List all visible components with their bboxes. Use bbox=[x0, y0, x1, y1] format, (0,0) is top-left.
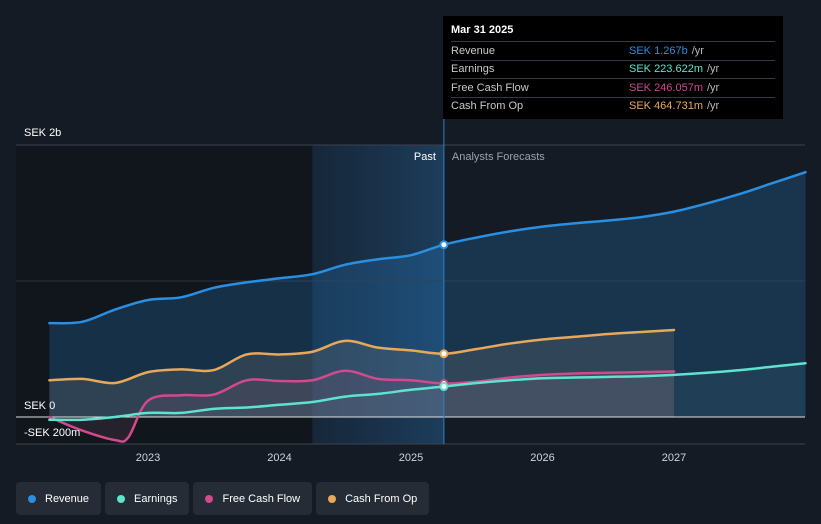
x-tick-label: 2025 bbox=[399, 452, 423, 464]
tooltip-label: Free Cash Flow bbox=[451, 81, 529, 94]
tooltip-unit: /yr bbox=[707, 100, 720, 113]
forecast-label: Analysts Forecasts bbox=[452, 151, 545, 163]
tooltip-label: Revenue bbox=[451, 44, 496, 57]
x-tick-label: 2024 bbox=[267, 452, 291, 464]
x-tick-label: 2023 bbox=[136, 452, 160, 464]
tooltip-row-earnings: Earnings SEK 223.622m /yr bbox=[451, 59, 775, 79]
legend-label: Free Cash Flow bbox=[222, 492, 301, 505]
tooltip-value: SEK 1.267b bbox=[629, 44, 688, 57]
legend-item-free-cash-flow[interactable]: Free Cash Flow bbox=[193, 482, 313, 515]
tooltip-value: SEK 223.622m bbox=[629, 63, 703, 76]
tooltip-row-cash-from-op: Cash From Op SEK 464.731m /yr bbox=[451, 96, 775, 116]
legend-dot-icon bbox=[328, 494, 337, 503]
legend-label: Revenue bbox=[45, 492, 90, 505]
tooltip-label: Earnings bbox=[451, 63, 495, 76]
tooltip-row-free-cash-flow: Free Cash Flow SEK 246.057m /yr bbox=[451, 78, 775, 97]
legend-item-cash-from-op[interactable]: Cash From Op bbox=[316, 482, 430, 515]
y-axis-label: SEK 0 bbox=[24, 400, 55, 412]
tooltip-row-revenue: Revenue SEK 1.267b /yr bbox=[451, 41, 775, 60]
tooltip-unit: /yr bbox=[691, 44, 704, 57]
area-revenue bbox=[49, 172, 806, 417]
x-tick-label: 2026 bbox=[530, 452, 554, 464]
marker-cash-from-op bbox=[439, 349, 449, 359]
tooltip-value: SEK 246.057m bbox=[629, 81, 703, 94]
legend-item-revenue[interactable]: Revenue bbox=[16, 482, 102, 515]
legend-item-earnings[interactable]: Earnings bbox=[105, 482, 190, 515]
tooltip: Mar 31 2025 Revenue SEK 1.267b /yr Earni… bbox=[443, 16, 783, 119]
tooltip-date: Mar 31 2025 bbox=[451, 24, 514, 36]
marker-earnings bbox=[439, 382, 449, 392]
tooltip-unit: /yr bbox=[707, 63, 720, 76]
tooltip-unit: /yr bbox=[707, 81, 720, 94]
legend-dot-icon bbox=[28, 494, 36, 503]
tooltip-label: Cash From Op bbox=[451, 100, 524, 113]
legend-dot-icon bbox=[205, 494, 214, 503]
y-axis-label: -SEK 200m bbox=[24, 427, 80, 439]
y-axis-label: SEK 2b bbox=[24, 127, 61, 139]
series-line-cash-from-op bbox=[48, 328, 676, 385]
area-free-cash-flow bbox=[49, 370, 674, 442]
series-line-earnings bbox=[48, 362, 807, 422]
legend-dot-icon bbox=[117, 494, 126, 503]
marker-revenue bbox=[439, 240, 449, 250]
x-tick-label: 2027 bbox=[662, 452, 686, 464]
tooltip-value: SEK 464.731m bbox=[629, 100, 703, 113]
past-label: Past bbox=[414, 151, 436, 163]
legend-label: Cash From Op bbox=[345, 492, 418, 505]
legend: Revenue Earnings Free Cash Flow Cash Fro… bbox=[16, 482, 430, 515]
legend-label: Earnings bbox=[134, 492, 178, 505]
series-line-revenue bbox=[48, 170, 807, 325]
series-line-free-cash-flow bbox=[48, 369, 676, 443]
